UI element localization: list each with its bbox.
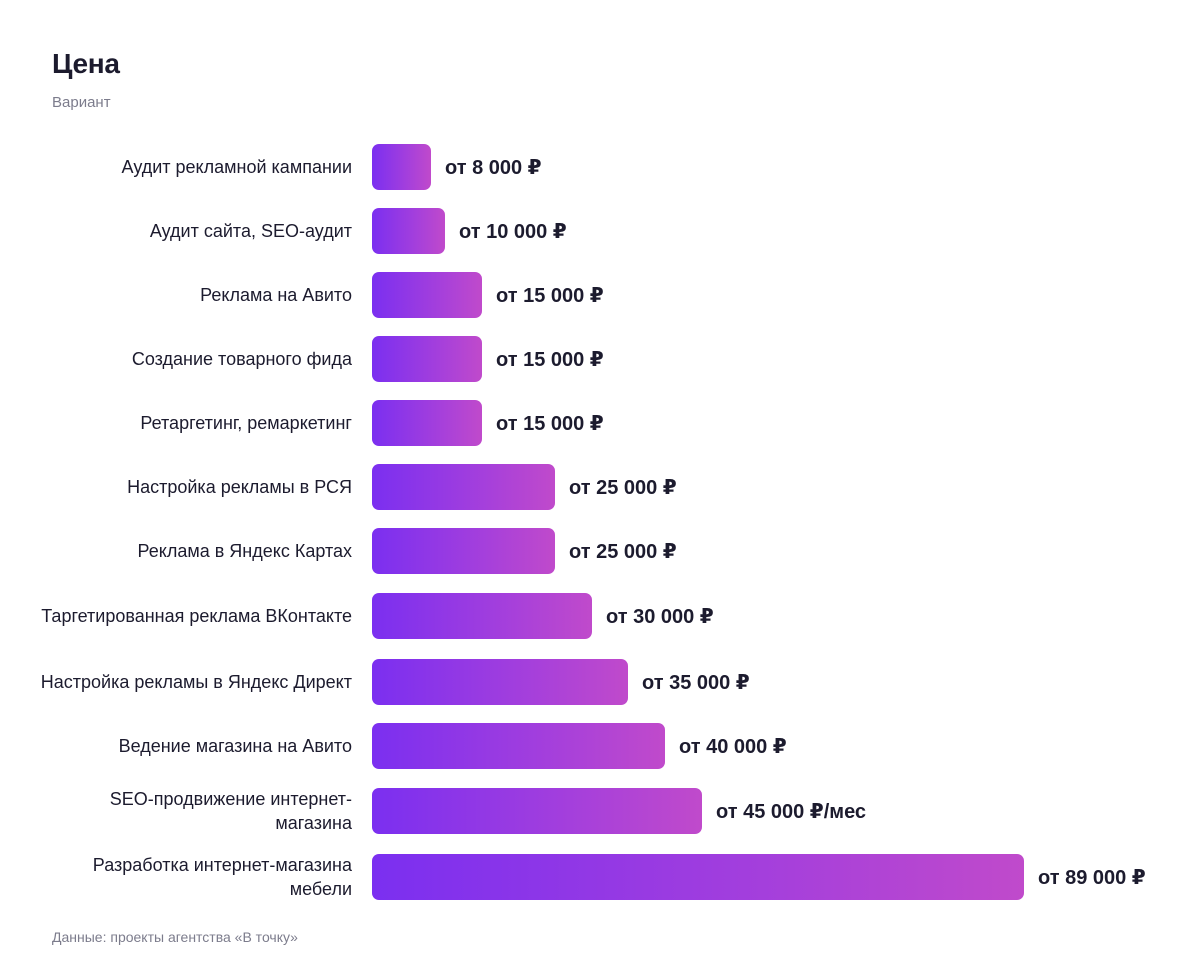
category-label: Аудит сайта, SEO-аудит (149, 221, 352, 241)
bar-row: Ретаргетинг, ремаркетинг от 15 000 ₽ (0, 400, 1200, 446)
bar (372, 208, 445, 254)
category-label: Настройка рекламы в Яндекс Директ (40, 672, 352, 692)
category-label: Аудит рекламной кампании (121, 157, 352, 177)
value-label: от 40 000 ₽ (679, 735, 787, 758)
category-label: Разработка интернет-магазина мебели (92, 855, 352, 899)
category-label: Создание товарного фида (131, 349, 352, 369)
value-label: от 25 000 ₽ (569, 540, 677, 563)
category-label: SEO-продвижение интернет-магазина (109, 789, 352, 833)
bar (372, 659, 628, 705)
bar-row: Создание товарного фида от 15 000 ₽ (0, 336, 1200, 382)
bar (372, 854, 1024, 900)
value-label: от 30 000 ₽ (606, 605, 714, 628)
value-label: от 8 000 ₽ (445, 156, 542, 179)
value-label: от 15 000 ₽ (496, 412, 604, 435)
bar-row: Ведение магазина на Авито от 40 000 ₽ (0, 723, 1200, 769)
category-label: Ведение магазина на Авито (118, 736, 352, 756)
value-label: от 25 000 ₽ (569, 476, 677, 499)
bar-row: Таргетированная реклама ВКонтакте от 30 0… (0, 593, 1200, 639)
bar-row: Настройка рекламы в РСЯ от 25 000 ₽ (0, 464, 1200, 510)
value-label: от 35 000 ₽ (642, 671, 750, 694)
bar-row: Реклама в Яндекс Картах от 25 000 ₽ (0, 528, 1200, 574)
bar (372, 144, 431, 190)
bar (372, 723, 665, 769)
bar (372, 528, 555, 574)
category-label: Реклама на Авито (200, 285, 352, 305)
value-label: от 89 000 ₽ (1038, 866, 1146, 889)
category-label: Ретаргетинг, ремаркетинг (140, 413, 352, 433)
bar (372, 336, 482, 382)
bar (372, 400, 482, 446)
chart-source-note: Данные: проекты агентства «В точку» (52, 929, 298, 945)
value-label: от 10 000 ₽ (459, 220, 567, 243)
bar (372, 788, 702, 834)
bar-row: SEO-продвижение интернет-магазина от 45 0… (0, 788, 1200, 834)
category-label: Настройка рекламы в РСЯ (127, 477, 352, 497)
bar-row: Разработка интернет-магазина мебели от 89… (0, 854, 1200, 900)
value-label: от 15 000 ₽ (496, 284, 604, 307)
bar-row: Настройка рекламы в Яндекс Директ от 35 0… (0, 659, 1200, 705)
value-label: от 45 000 ₽/мес (716, 800, 867, 823)
bar-row: Реклама на Авито от 15 000 ₽ (0, 272, 1200, 318)
bar (372, 464, 555, 510)
chart-subtitle: Вариант (52, 94, 111, 111)
bar-row: Аудит сайта, SEO-аудит от 10 000 ₽ (0, 208, 1200, 254)
value-label: от 15 000 ₽ (496, 348, 604, 371)
bar (372, 593, 592, 639)
category-label: Реклама в Яндекс Картах (137, 541, 352, 561)
chart-title: Цена (52, 48, 120, 79)
bar-row: Аудит рекламной кампании от 8 000 ₽ (0, 144, 1200, 190)
category-label: Таргетированная реклама ВКонтакте (41, 606, 352, 626)
bar (372, 272, 482, 318)
